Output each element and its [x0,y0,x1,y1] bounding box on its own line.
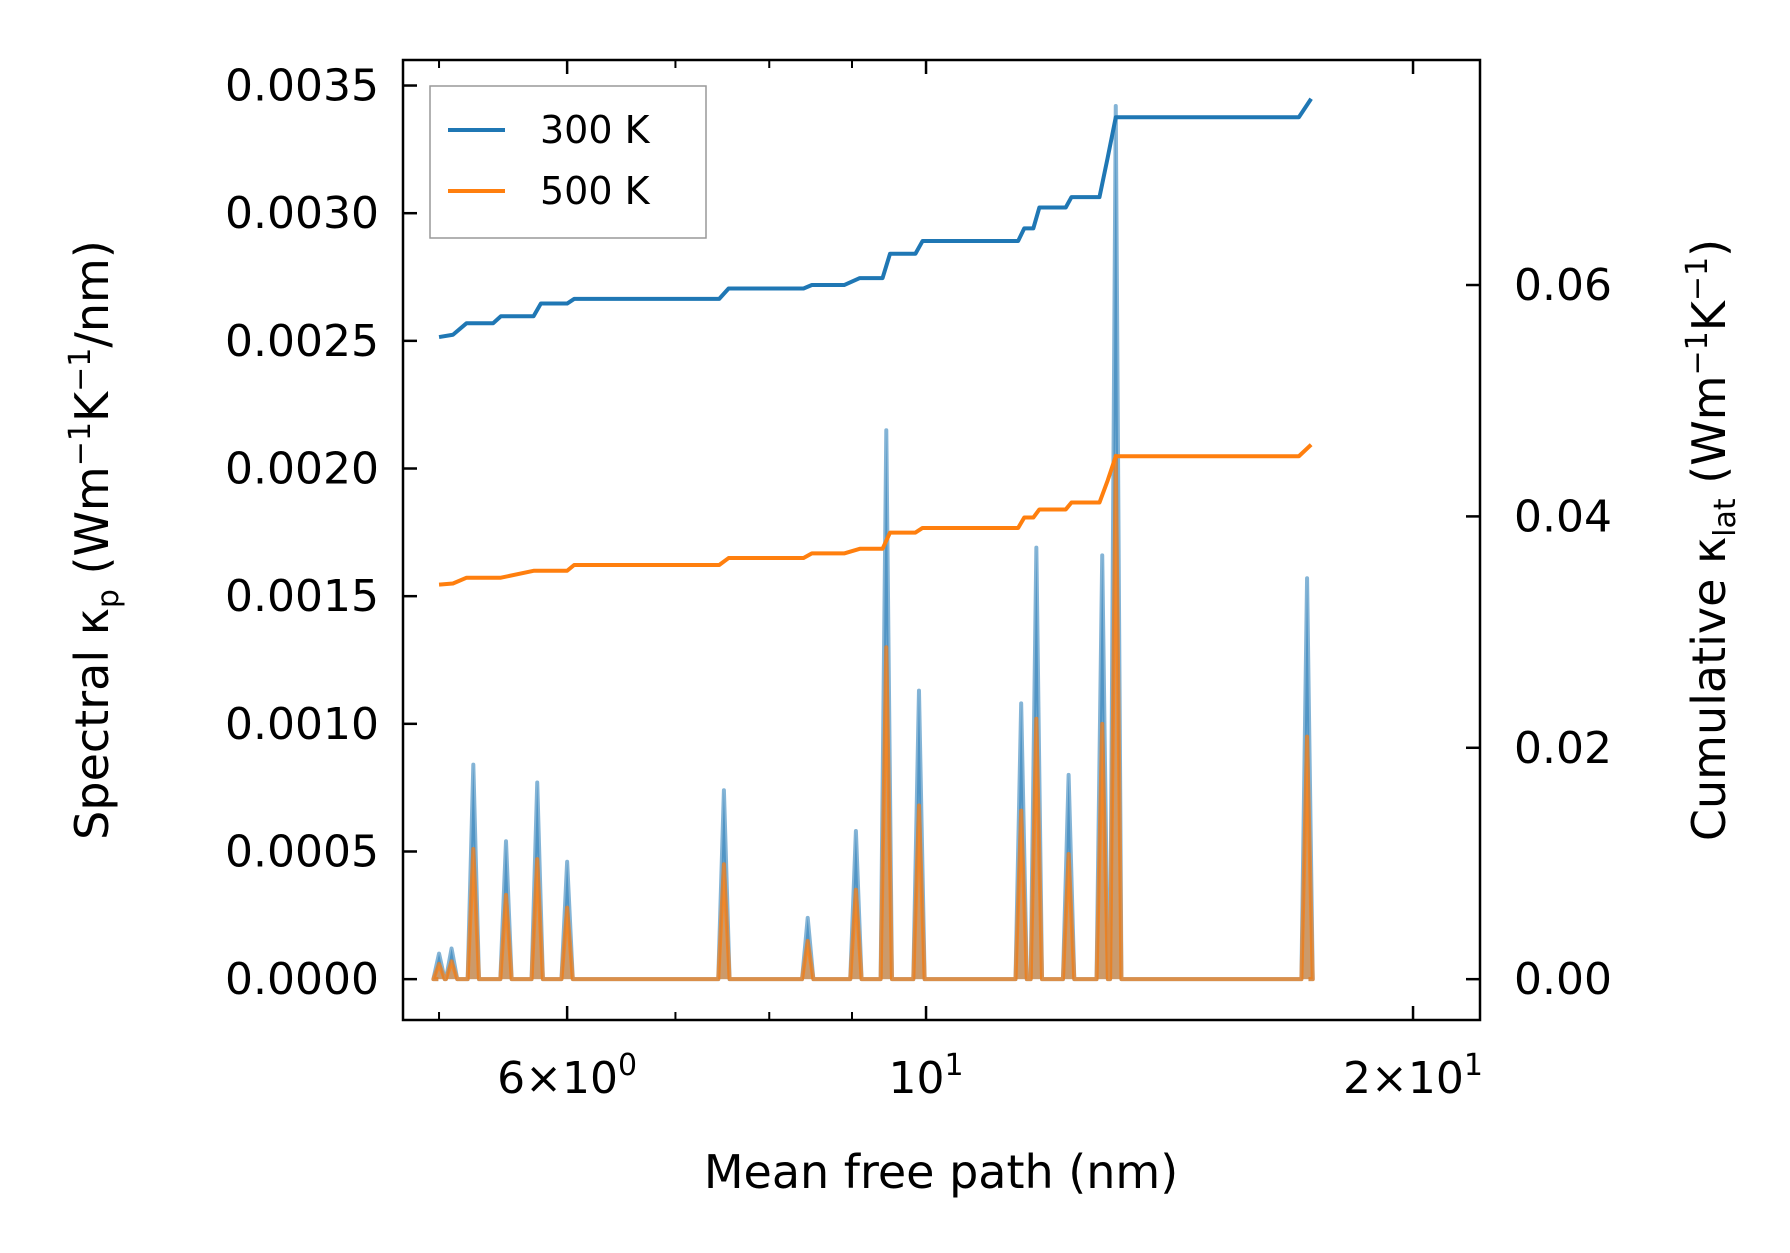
y-left-main: Spectral κ [65,608,119,840]
y-right-units-post: ) [1682,239,1736,257]
y-right-main: Cumulative κ [1682,537,1736,841]
x-tick-label: 101 [888,1048,963,1104]
tick-labels-layer: 0.0000 0.0005 0.0010 0.0015 0.0020 0.0025 0.00… [225,61,1612,1104]
cumulative-series-layer [438,97,1313,587]
y-right-mid: K [1682,299,1736,331]
y-left-tick-label: 0.0010 [225,699,379,750]
y-left-tick-label: 0.0000 [225,954,379,1005]
x-axis-label: Mean free path (nm) [704,1145,1178,1199]
cumulative-line-300k [438,97,1313,340]
y-left-tick-label: 0.0025 [225,316,379,367]
x-tick-label: 6×100 [497,1048,637,1104]
ticks-layer [403,60,1480,1020]
legend-label-300k: 300 K [540,108,651,152]
y-right-tick-label: 0.02 [1514,723,1612,774]
legend-label-500k: 500 K [540,169,651,213]
spectral-series-layer [431,103,1315,982]
y-left-units-pre: (Wm [65,466,119,574]
cumulative-line-500k [438,443,1313,587]
y-left-tick-label: 0.0015 [225,571,379,622]
y-left-sup2: −1 [63,348,98,392]
y-right-sup2: −1 [1680,257,1715,301]
spectral-line-500k [431,453,1315,982]
y-left-tick-label: 0.0035 [225,61,379,112]
y-left-tick-label: 0.0030 [225,188,379,239]
y-left-mid: K [65,390,119,422]
x-tick-label: 2×101 [1343,1048,1483,1104]
y-left-sup1: −1 [63,422,98,466]
legend: 300 K 500 K [429,85,707,239]
y-right-sup1: −1 [1680,331,1715,375]
y-axis-label-left: Spectral κp (Wm−1K−1/nm) [63,240,126,840]
axes-frame [401,58,1482,1022]
y-axis-label-right: Cumulative κlat (Wm−1K−1) [1680,239,1743,841]
y-left-units-post: /nm) [65,240,119,347]
y-left-sub: p [91,589,126,608]
y-right-units-pre: (Wm [1682,375,1736,483]
y-right-tick-label: 0.04 [1514,491,1612,542]
y-left-tick-label: 0.0020 [225,444,379,495]
y-right-tick-label: 0.00 [1514,954,1612,1005]
y-left-tick-label: 0.0005 [225,826,379,877]
y-right-sub: lat [1708,498,1743,537]
y-right-tick-label: 0.06 [1514,260,1612,311]
legend-box [429,85,707,239]
